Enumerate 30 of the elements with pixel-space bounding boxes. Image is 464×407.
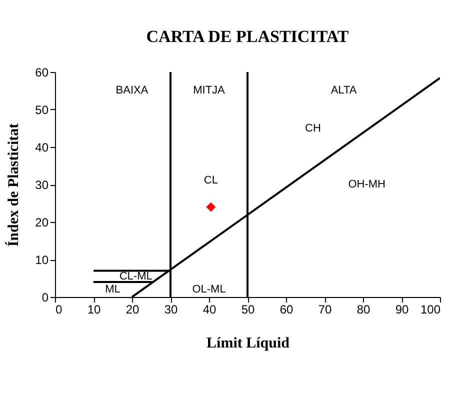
y-tick-label: 0	[42, 290, 49, 304]
y-tick-label: 10	[35, 253, 49, 267]
x-tick-label: 60	[280, 302, 294, 316]
y-axis-title: Índex de Plasticitat	[5, 123, 22, 247]
annotation: MITJA	[193, 84, 226, 97]
y-tick-label: 40	[35, 140, 49, 154]
x-tick-label: 80	[356, 302, 370, 316]
annotation: ML	[105, 284, 120, 296]
annotation: CH	[305, 122, 321, 134]
x-tick-label: 20	[126, 302, 140, 316]
annotation: CL	[204, 174, 218, 187]
annotation: BAIXA	[116, 84, 149, 97]
y-tick-label: 30	[35, 178, 49, 192]
annotation: OH-MH	[348, 178, 386, 190]
x-tick-label: 90	[395, 302, 409, 316]
x-tick-label: 0	[56, 302, 62, 316]
chart-title: CARTA DE PLASTICITAT	[146, 27, 350, 46]
y-tick-label: 50	[35, 103, 49, 117]
x-tick-label: 50	[241, 302, 255, 316]
x-tick-label: 40	[202, 302, 216, 316]
x-tick-label: 70	[318, 302, 332, 316]
x-tick-label: 100	[420, 302, 441, 316]
annotation: CL-ML	[119, 270, 152, 282]
x-tick-label: 10	[87, 302, 101, 316]
y-tick-label: 60	[35, 66, 49, 80]
annotation: OL-ML	[192, 284, 226, 296]
x-axis-title: Límit Líquid	[206, 336, 290, 352]
y-tick-label: 20	[35, 216, 49, 230]
annotation: ALTA	[330, 84, 358, 97]
x-tick-label: 30	[164, 302, 178, 316]
